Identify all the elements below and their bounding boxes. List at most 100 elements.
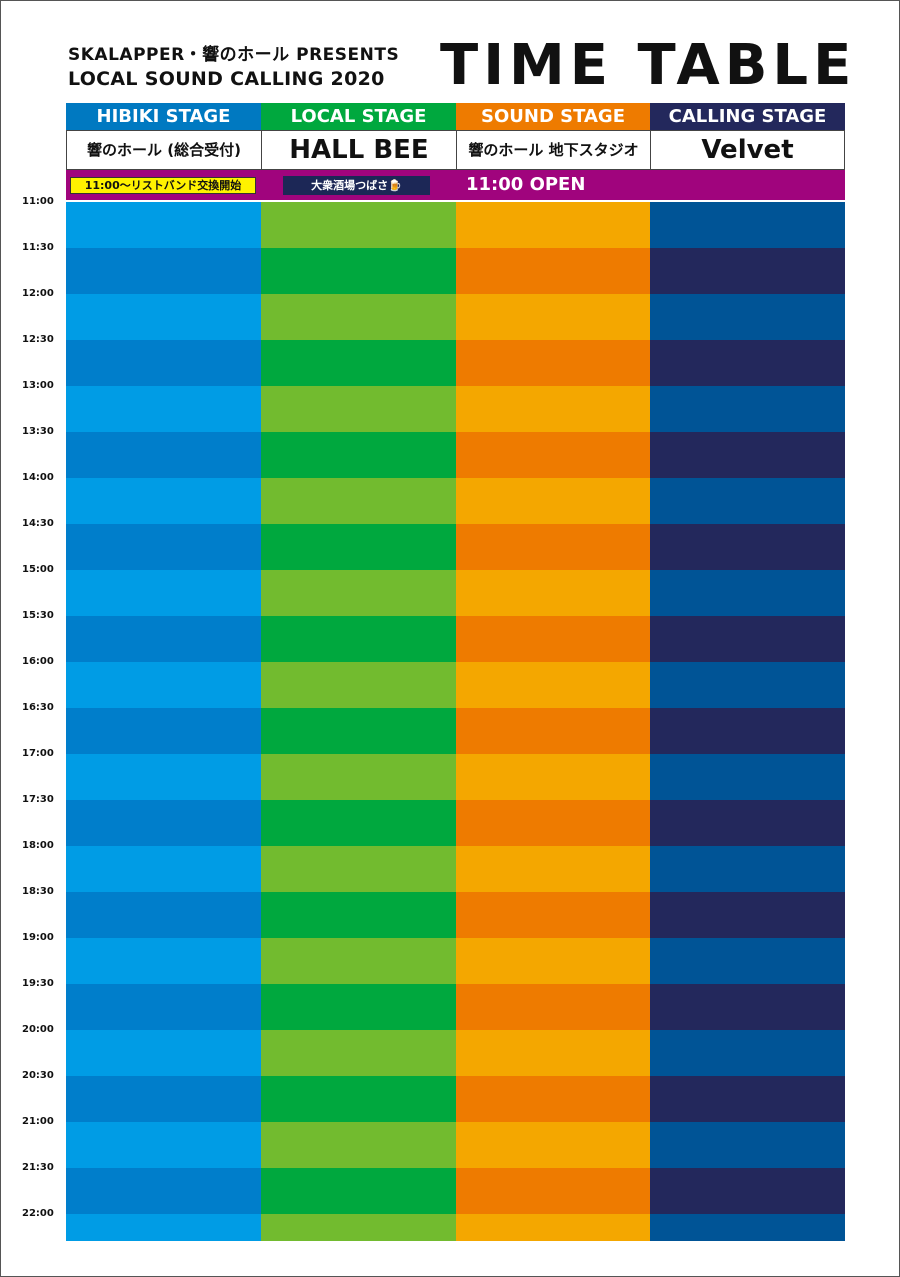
time-slot-cell — [650, 570, 845, 616]
time-slot-cell — [650, 1122, 845, 1168]
venue-hibiki: 響のホール (総合受付) — [66, 130, 262, 170]
stage-header-sound: SOUND STAGE — [456, 103, 650, 130]
time-slot-cell — [66, 1168, 261, 1214]
time-slot-cell — [456, 1030, 650, 1076]
time-slot-cell — [650, 1076, 845, 1122]
time-label: 17:30 — [22, 794, 54, 805]
time-slot-cell — [650, 1030, 845, 1076]
time-slot-cell — [261, 248, 456, 294]
time-slot-cell — [66, 800, 261, 846]
open-time: 11:00 OPEN — [466, 174, 586, 195]
time-slot-cell — [456, 294, 650, 340]
time-label: 15:30 — [22, 610, 54, 621]
time-label: 13:30 — [22, 426, 54, 437]
time-label: 13:00 — [22, 380, 54, 391]
time-slot-cell — [66, 570, 261, 616]
time-slot-cell — [261, 524, 456, 570]
stage-header-calling: CALLING STAGE — [650, 103, 845, 130]
time-slot-cell — [650, 754, 845, 800]
izakaya-badge: 大衆酒場つばさ🍺 — [283, 176, 430, 195]
time-slot-cell — [66, 478, 261, 524]
time-slot-cell — [456, 984, 650, 1030]
time-slot-cell — [456, 524, 650, 570]
time-slot-cell — [650, 662, 845, 708]
time-slot-cell — [66, 1030, 261, 1076]
time-slot-cell — [456, 846, 650, 892]
time-slot-cell — [456, 708, 650, 754]
time-slot-cell — [261, 570, 456, 616]
time-label: 21:00 — [22, 1116, 54, 1127]
time-label: 17:00 — [22, 748, 54, 759]
time-slot-cell — [261, 754, 456, 800]
time-slot-cell — [261, 616, 456, 662]
time-slot-cell — [456, 616, 650, 662]
time-slot-cell — [650, 616, 845, 662]
time-slot-cell — [261, 202, 456, 248]
time-slot-cell — [650, 708, 845, 754]
time-label: 14:30 — [22, 518, 54, 529]
venue-local: HALL BEE — [261, 130, 457, 170]
time-slot-cell — [456, 892, 650, 938]
time-label: 16:00 — [22, 656, 54, 667]
time-slot-cell — [66, 662, 261, 708]
time-slot-cell — [261, 984, 456, 1030]
time-slot-cell — [456, 754, 650, 800]
time-slot-cell — [66, 248, 261, 294]
time-label: 18:30 — [22, 886, 54, 897]
time-slot-cell — [456, 340, 650, 386]
time-slot-row — [66, 1122, 845, 1168]
time-slot-row — [66, 616, 845, 662]
time-slot-cell — [650, 386, 845, 432]
time-slot-row — [66, 340, 845, 386]
time-slot-cell — [456, 478, 650, 524]
time-slot-cell — [261, 294, 456, 340]
time-slot-cell — [261, 800, 456, 846]
time-label: 20:30 — [22, 1070, 54, 1081]
time-slot-cell — [456, 570, 650, 616]
time-slot-cell — [66, 432, 261, 478]
time-slot-row — [66, 938, 845, 984]
time-slot-row — [66, 754, 845, 800]
time-slot-cell — [456, 1168, 650, 1214]
time-label: 21:30 — [22, 1162, 54, 1173]
time-slot-row — [66, 892, 845, 938]
time-label: 11:30 — [22, 242, 54, 253]
time-slot-row — [66, 478, 845, 524]
time-slot-cell — [261, 662, 456, 708]
time-slot-cell — [456, 800, 650, 846]
time-label: 12:00 — [22, 288, 54, 299]
time-slot-cell — [66, 294, 261, 340]
time-slot-cell — [261, 340, 456, 386]
time-slot-row — [66, 800, 845, 846]
time-slot-row — [66, 386, 845, 432]
time-slot-cell — [650, 432, 845, 478]
event-name: LOCAL SOUND CALLING 2020 — [68, 68, 385, 90]
time-slot-cell — [261, 1030, 456, 1076]
time-slot-cell — [650, 340, 845, 386]
wristband-notice: 11:00〜リストバンド交換開始 — [70, 177, 256, 194]
timetable-grid — [66, 202, 845, 1241]
time-slot-cell — [650, 800, 845, 846]
time-slot-cell — [261, 386, 456, 432]
time-slot-cell — [650, 846, 845, 892]
time-slot-cell — [261, 1214, 456, 1241]
time-slot-cell — [456, 386, 650, 432]
time-slot-cell — [66, 846, 261, 892]
time-slot-cell — [261, 432, 456, 478]
time-label: 15:00 — [22, 564, 54, 575]
time-slot-cell — [456, 1122, 650, 1168]
time-slot-cell — [456, 1214, 650, 1241]
time-label: 18:00 — [22, 840, 54, 851]
stage-header-hibiki: HIBIKI STAGE — [66, 103, 261, 130]
time-slot-cell — [650, 524, 845, 570]
time-label: 14:00 — [22, 472, 54, 483]
time-slot-cell — [66, 938, 261, 984]
time-slot-cell — [456, 248, 650, 294]
time-slot-cell — [456, 662, 650, 708]
time-label: 19:30 — [22, 978, 54, 989]
page-title: TIME TABLE — [440, 33, 857, 98]
time-slot-cell — [66, 708, 261, 754]
time-slot-cell — [650, 294, 845, 340]
presenter-line: SKALAPPER・響のホール PRESENTS — [68, 45, 400, 65]
time-slot-cell — [456, 938, 650, 984]
